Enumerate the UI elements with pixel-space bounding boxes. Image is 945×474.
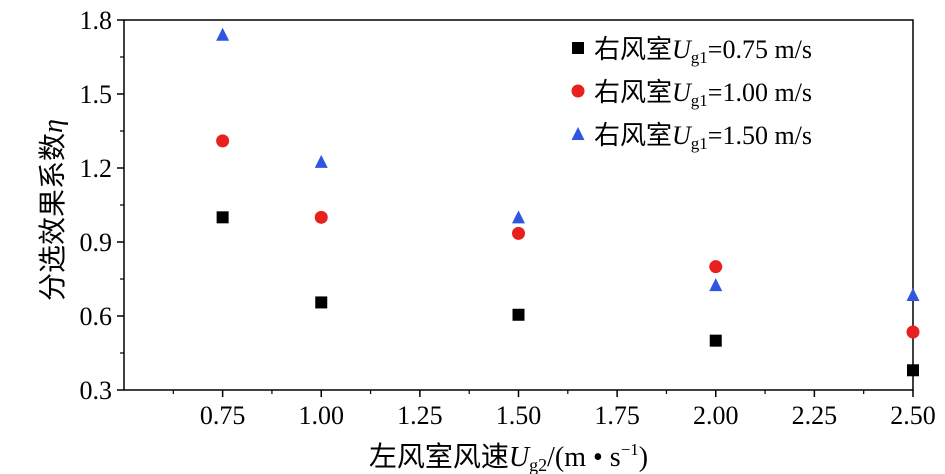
y-tick-label: 0.9 xyxy=(80,228,113,257)
data-point-series-2 xyxy=(709,260,723,274)
x-tick-label: 2.00 xyxy=(693,401,739,430)
legend-entry-3: 右风室Ug1=1.50 m/s xyxy=(594,121,812,153)
y-axis-title: 分选效果系数η xyxy=(37,119,69,301)
data-point-series-3 xyxy=(314,154,328,168)
y-tick-label: 1.2 xyxy=(80,154,113,183)
legend-marker-2 xyxy=(571,84,585,98)
legend-entry-2: 右风室Ug1=1.00 m/s xyxy=(594,78,812,110)
data-point-series-3 xyxy=(709,278,723,292)
data-point-series-1 xyxy=(709,334,722,347)
data-point-series-1 xyxy=(216,211,229,224)
data-point-series-2 xyxy=(216,134,230,148)
x-tick-label: 1.75 xyxy=(594,401,640,430)
data-point-series-3 xyxy=(512,210,525,224)
data-point-series-2 xyxy=(512,226,525,240)
data-point-series-1 xyxy=(315,296,328,309)
y-tick-label: 0.6 xyxy=(80,302,113,331)
legend-marker-1 xyxy=(572,42,584,54)
data-point-series-1 xyxy=(907,364,919,377)
y-tick-label: 0.3 xyxy=(80,376,113,405)
data-point-series-3 xyxy=(906,288,920,302)
y-tick-label: 1.5 xyxy=(80,80,113,109)
data-point-series-1 xyxy=(512,308,525,321)
x-tick-label: 1.00 xyxy=(299,401,345,430)
y-tick-label: 1.8 xyxy=(80,6,113,35)
x-axis-title: 左风室风速Ug2/(m • s−1) xyxy=(369,440,648,474)
legend-marker-3 xyxy=(571,127,585,140)
x-tick-label: 2.25 xyxy=(792,401,838,430)
data-point-series-3 xyxy=(216,27,230,41)
data-point-series-2 xyxy=(314,210,328,224)
x-tick-label: 1.50 xyxy=(496,401,542,430)
x-tick-label: 0.75 xyxy=(200,401,246,430)
plot-frame xyxy=(123,19,914,391)
x-tick-label: 2.50 xyxy=(890,401,936,430)
x-tick-label: 1.25 xyxy=(397,401,443,430)
data-point-series-2 xyxy=(906,325,920,339)
legend-entry-1: 右风室Ug1=0.75 m/s xyxy=(594,35,812,67)
